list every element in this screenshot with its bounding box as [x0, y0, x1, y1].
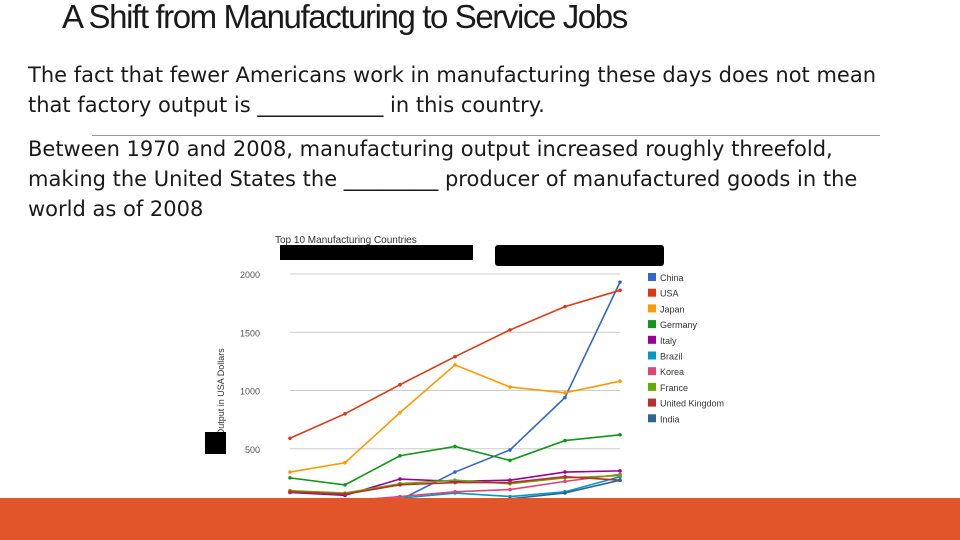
y-tick-label: 1500 — [240, 328, 260, 338]
data-point — [398, 410, 402, 415]
legend-label: China — [660, 273, 684, 283]
data-point — [563, 304, 567, 309]
data-point — [398, 453, 402, 458]
data-point — [563, 479, 567, 484]
manufacturing-chart: 0500100015002000198019851990199520002005… — [205, 232, 740, 530]
chart-title: Top 10 Manufacturing Countries — [275, 235, 417, 246]
legend-swatch — [648, 382, 656, 391]
data-point — [288, 490, 292, 494]
legend-label: Germany — [660, 320, 698, 330]
legend-swatch — [648, 273, 656, 281]
slide-title: A Shift from Manufacturing to Service Jo… — [62, 0, 628, 35]
y-tick-label: 2000 — [240, 270, 260, 280]
legend-label: Italy — [660, 336, 677, 346]
y-tick-label: 500 — [245, 445, 260, 455]
data-point — [618, 379, 622, 383]
data-point — [563, 474, 567, 479]
data-point — [453, 480, 457, 485]
data-point — [618, 469, 622, 473]
legend-swatch — [648, 304, 656, 313]
redaction-box — [205, 432, 226, 454]
data-point — [563, 438, 567, 443]
data-point — [453, 490, 457, 494]
data-point — [508, 385, 512, 389]
data-point — [618, 473, 622, 478]
data-point — [563, 491, 567, 495]
data-point — [508, 480, 512, 485]
legend-swatch — [648, 367, 656, 376]
data-point — [563, 395, 567, 400]
data-point — [618, 280, 622, 284]
legend-swatch — [648, 398, 656, 407]
paragraph-output-growth: Between 1970 and 2008, manufacturing out… — [28, 137, 858, 221]
data-point — [288, 470, 292, 474]
data-point — [343, 483, 347, 487]
bottom-accent-bar — [0, 498, 960, 540]
data-point — [288, 436, 292, 441]
legend-label: Brazil — [660, 352, 683, 362]
data-point — [288, 476, 292, 480]
data-point — [398, 477, 402, 481]
legend-label: Korea — [660, 367, 684, 377]
data-point — [343, 412, 347, 416]
data-point — [453, 470, 457, 474]
data-point — [453, 363, 457, 367]
data-point — [563, 470, 567, 474]
data-point — [453, 444, 457, 449]
legend-swatch — [648, 288, 656, 297]
data-point — [398, 494, 402, 499]
legend-swatch — [648, 335, 656, 344]
divider-rule — [92, 135, 880, 136]
legend-label: United Kingdom — [660, 399, 724, 409]
data-point — [508, 487, 512, 492]
redaction-box — [280, 245, 473, 260]
data-point — [508, 328, 512, 332]
chart-svg: 0500100015002000198019851990199520002005… — [205, 235, 724, 523]
legend-label: Japan — [660, 304, 685, 314]
data-point — [398, 483, 402, 487]
data-point — [398, 382, 402, 387]
y-tick-label: 1000 — [240, 387, 260, 397]
data-point — [563, 391, 567, 395]
data-point — [508, 448, 512, 452]
legend-swatch — [648, 320, 656, 329]
legend-swatch — [648, 351, 656, 360]
legend-label: India — [660, 414, 680, 424]
y-axis-label: Output in USA Dollars — [216, 348, 226, 436]
legend-label: USA — [660, 289, 679, 299]
data-point — [508, 458, 512, 463]
paragraph-factory-output: The fact that fewer Americans work in ma… — [28, 63, 877, 117]
data-point — [618, 478, 622, 483]
series-line — [289, 363, 621, 473]
legend-swatch — [648, 414, 656, 423]
data-point — [343, 492, 347, 496]
legend-label: France — [660, 383, 688, 393]
data-point — [618, 432, 622, 437]
data-point — [618, 288, 622, 293]
data-point — [453, 354, 457, 359]
redaction-box — [495, 245, 664, 266]
data-point — [343, 460, 347, 465]
